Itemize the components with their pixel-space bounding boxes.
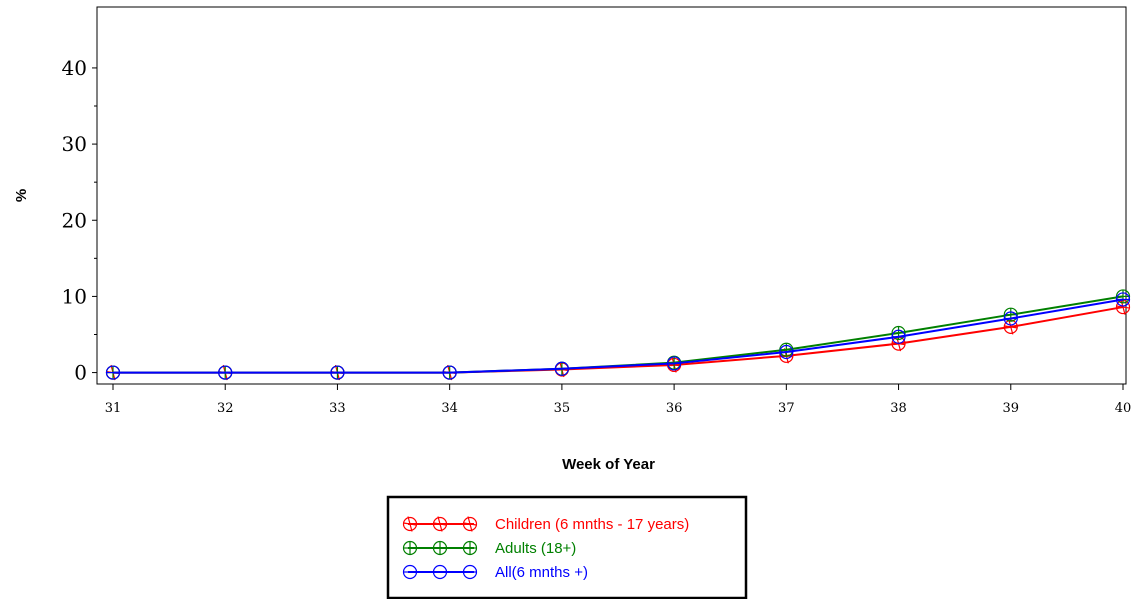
legend-marker — [402, 540, 418, 556]
data-point — [891, 329, 906, 344]
data-point — [1115, 292, 1131, 307]
legend-marker — [432, 564, 448, 580]
series-layer — [105, 289, 1131, 381]
x-tick-label: 35 — [554, 401, 571, 416]
y-ticks: 0 10 20 30 40 — [62, 56, 97, 385]
series-line — [113, 298, 1124, 374]
series-line — [113, 295, 1124, 374]
legend-marker — [462, 564, 478, 580]
legend-marker — [462, 516, 478, 532]
x-tick-label: 40 — [1115, 401, 1132, 416]
legend: Children (6 mnths - 17 years) Adults (18+… — [386, 495, 748, 599]
legend-label: Adults (18+) — [495, 540, 576, 557]
legend-marker — [402, 516, 418, 532]
x-axis-label: Week of Year — [562, 456, 655, 473]
series-1 — [105, 299, 1131, 381]
y-tick-label: 20 — [62, 208, 87, 232]
y-axis-label: % — [13, 189, 30, 202]
data-point — [554, 361, 569, 376]
data-point — [779, 344, 794, 360]
legend-marker — [402, 564, 418, 580]
x-tick-label: 33 — [329, 401, 346, 416]
x-tick-label: 38 — [890, 401, 907, 416]
data-point — [218, 365, 233, 380]
x-tick-label: 32 — [217, 401, 234, 416]
legend-item: Children (6 mnths - 17 years) — [402, 516, 689, 533]
data-point — [1115, 289, 1131, 304]
x-tick-label: 37 — [778, 401, 795, 416]
data-point — [442, 365, 457, 380]
data-point — [667, 356, 682, 371]
legend-label: Children (6 mnths - 17 years) — [495, 516, 689, 533]
y-tick-label: 40 — [62, 56, 87, 80]
x-ticks: 31 32 33 34 35 36 37 38 39 40 — [105, 384, 1132, 416]
y-tick-label: 0 — [74, 361, 87, 385]
legend-item: Adults (18+) — [402, 540, 576, 557]
legend-label: All(6 mnths +) — [495, 564, 588, 581]
series-line — [113, 306, 1124, 374]
series-3 — [105, 292, 1131, 380]
x-tick-label: 34 — [441, 401, 458, 416]
legend-marker — [432, 540, 448, 556]
legend-marker — [432, 516, 448, 532]
data-point — [330, 365, 345, 380]
y-tick-label: 30 — [62, 132, 87, 156]
axes — [96, 6, 1127, 385]
x-tick-label: 39 — [1003, 401, 1020, 416]
data-point — [1003, 311, 1018, 326]
plot-frame — [96, 6, 1127, 385]
legend-marker — [462, 540, 478, 556]
data-point — [105, 365, 121, 380]
x-tick-label: 36 — [666, 401, 683, 416]
y-tick-label: 10 — [62, 284, 87, 308]
legend-item: All(6 mnths +) — [402, 564, 588, 581]
x-tick-label: 31 — [105, 401, 122, 416]
